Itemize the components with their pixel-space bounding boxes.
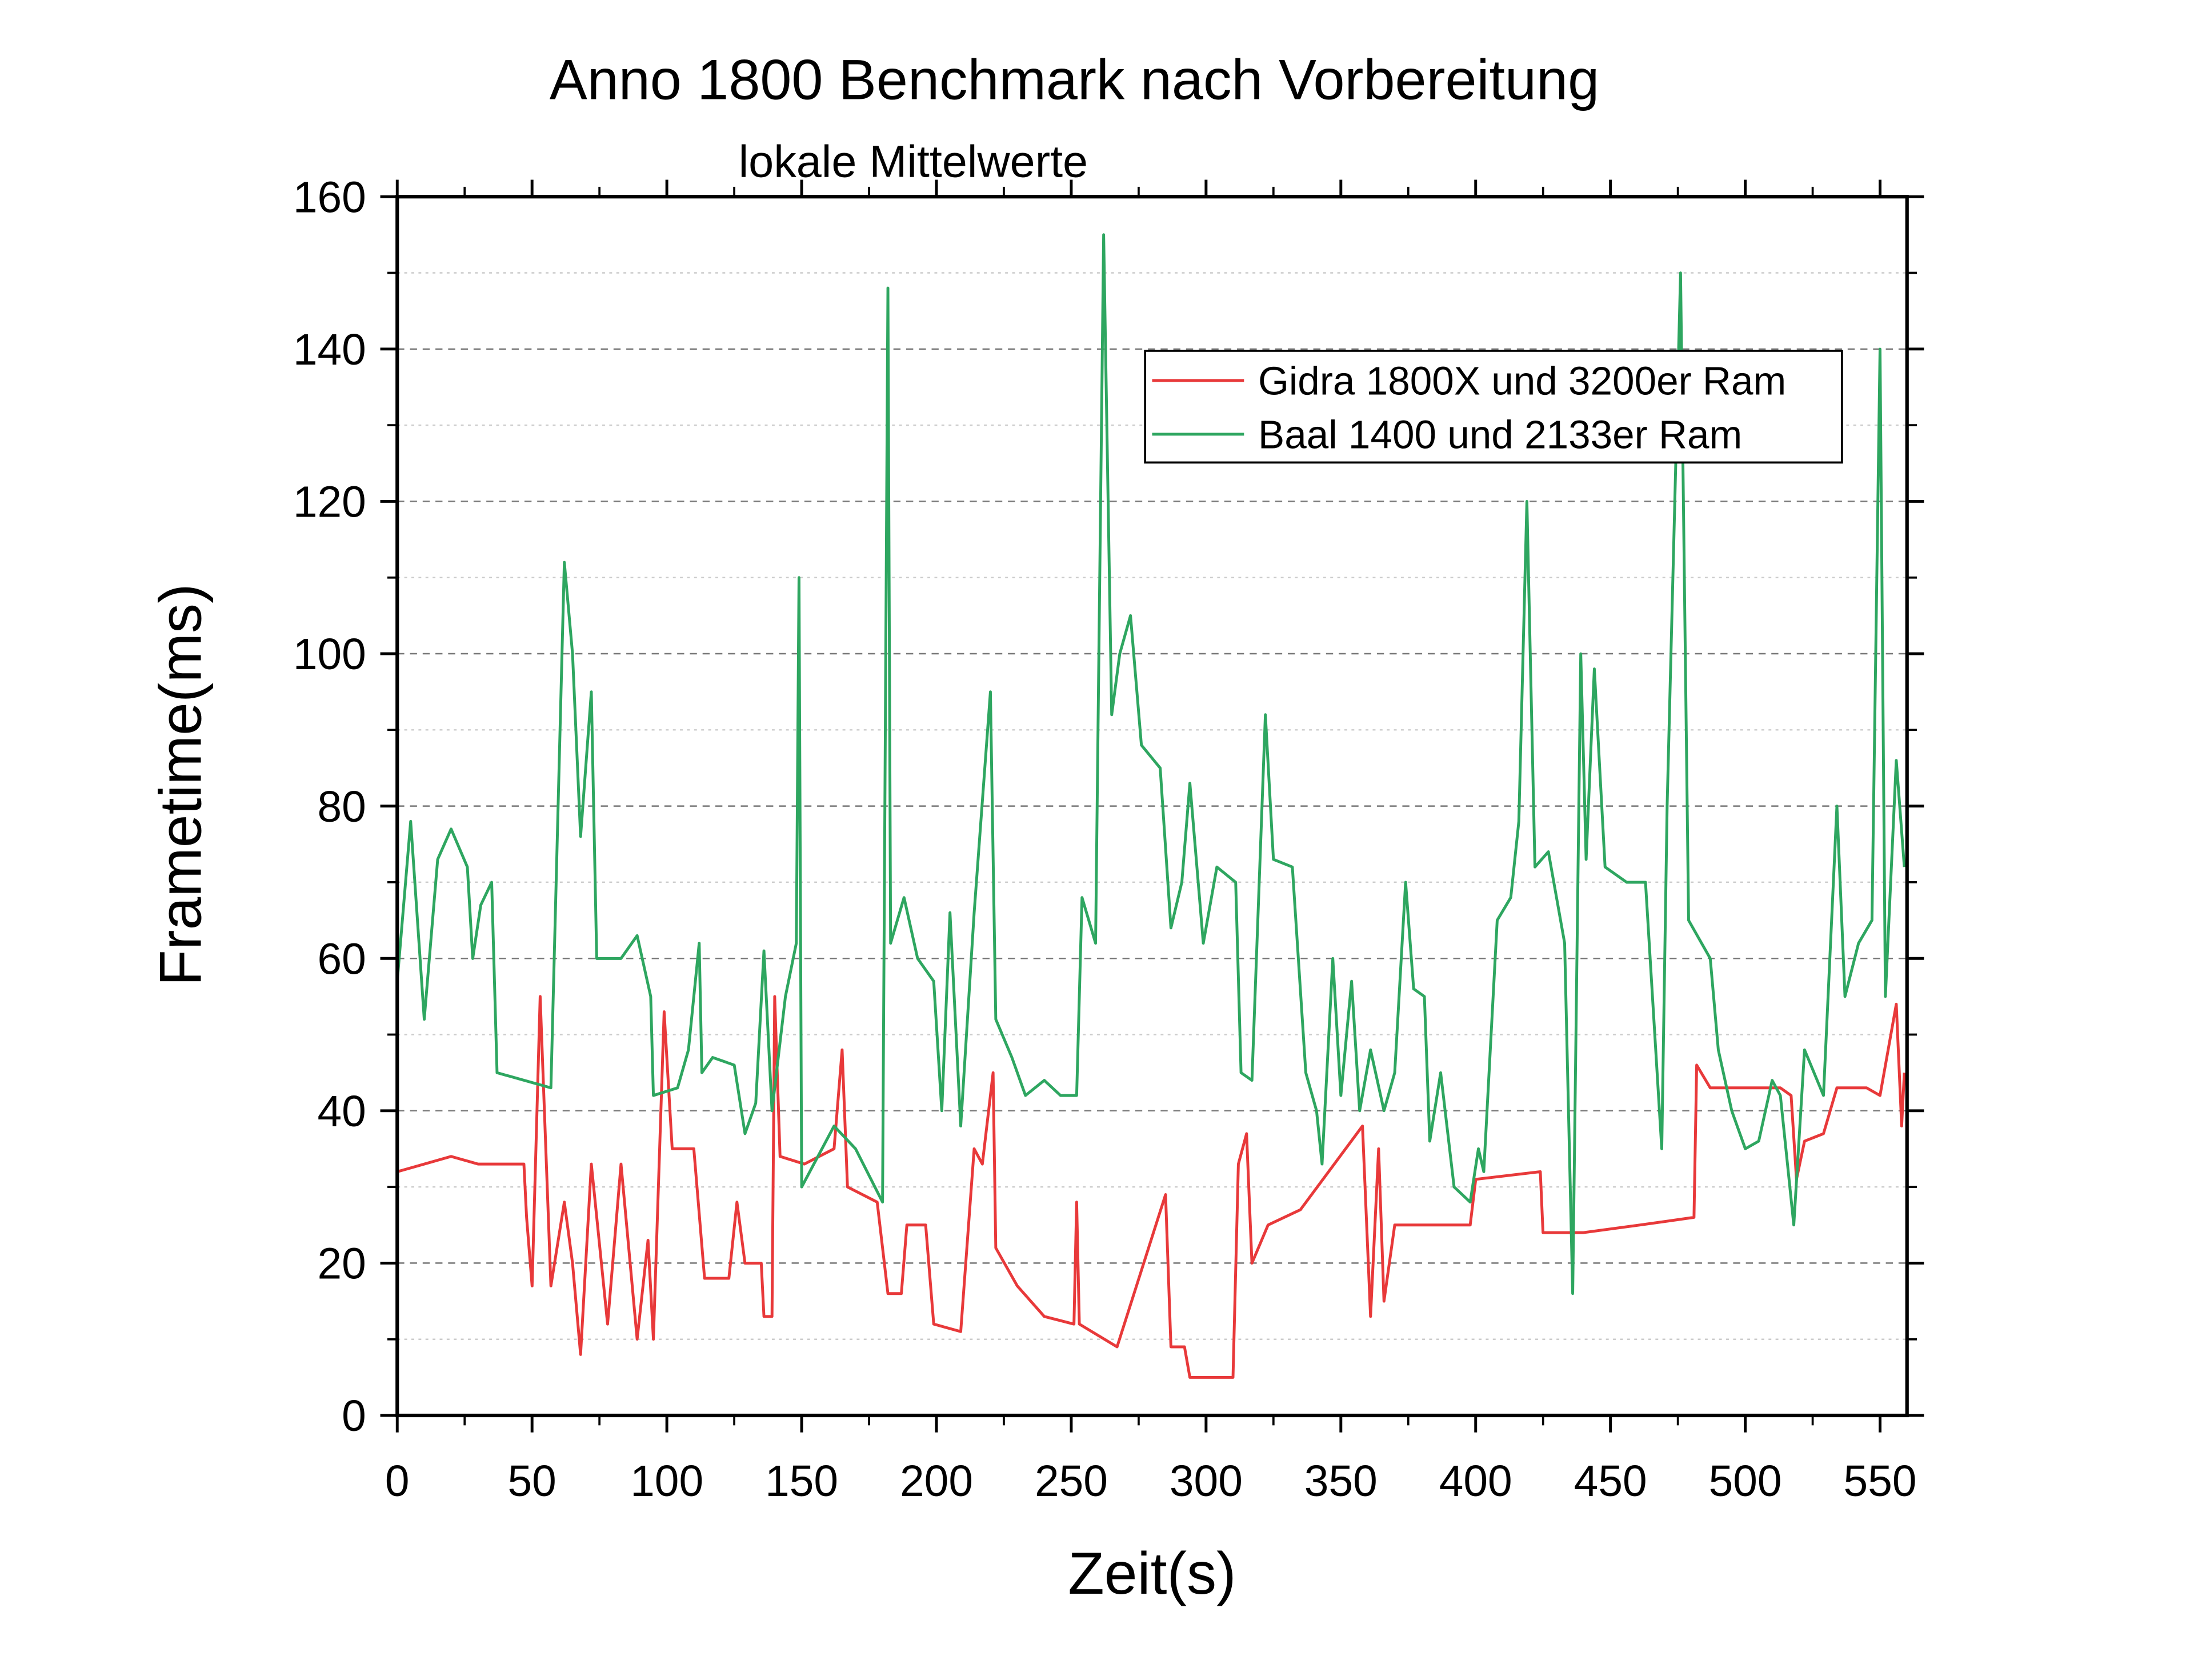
y-tick-label: 100 (293, 630, 366, 679)
x-tick-label: 50 (508, 1457, 556, 1506)
x-tick-label: 100 (630, 1457, 703, 1506)
series-lines (395, 233, 1906, 1379)
y-tick-label: 140 (293, 326, 366, 374)
legend-label-baal: Baal 1400 und 2133er Ram (1258, 413, 1742, 457)
chart-title: Anno 1800 Benchmark nach Vorbereitung (550, 48, 1599, 111)
chart-subtitle: lokale Mittelwerte (739, 136, 1088, 187)
y-tick-label: 80 (318, 783, 366, 831)
x-tick-label: 450 (1574, 1457, 1647, 1506)
y-tick-label: 60 (318, 935, 366, 983)
series-line-0 (397, 995, 1906, 1379)
x-tick-label: 0 (385, 1457, 410, 1506)
y-axis-title: Frametime(ms) (147, 583, 214, 986)
x-tick-label: 550 (1844, 1457, 1917, 1506)
legend: Gidra 1800X und 3200er Ram Baal 1400 und… (1144, 350, 1843, 464)
series-line-1 (395, 233, 1906, 1295)
y-tick-label: 20 (318, 1240, 366, 1289)
y-tick-label: 0 (342, 1392, 366, 1441)
y-tick-label: 40 (318, 1087, 366, 1136)
legend-label-gidra: Gidra 1800X und 3200er Ram (1258, 359, 1786, 403)
x-tick-label: 300 (1170, 1457, 1243, 1506)
x-tick-label: 350 (1304, 1457, 1378, 1506)
x-tick-label: 400 (1439, 1457, 1512, 1506)
x-tick-label: 250 (1035, 1457, 1108, 1506)
axis-ticks: 0 20 40 60 80 100 120 140 160 0 50 100 150 200 250 300 3… (293, 173, 1924, 1506)
y-tick-label: 120 (293, 478, 366, 527)
x-tick-label: 150 (765, 1457, 838, 1506)
legend-box (1144, 350, 1843, 464)
x-axis-title: Zeit(s) (1068, 1541, 1236, 1607)
x-tick-label: 200 (900, 1457, 973, 1506)
y-tick-label: 160 (293, 173, 366, 222)
x-tick-label: 500 (1709, 1457, 1782, 1506)
